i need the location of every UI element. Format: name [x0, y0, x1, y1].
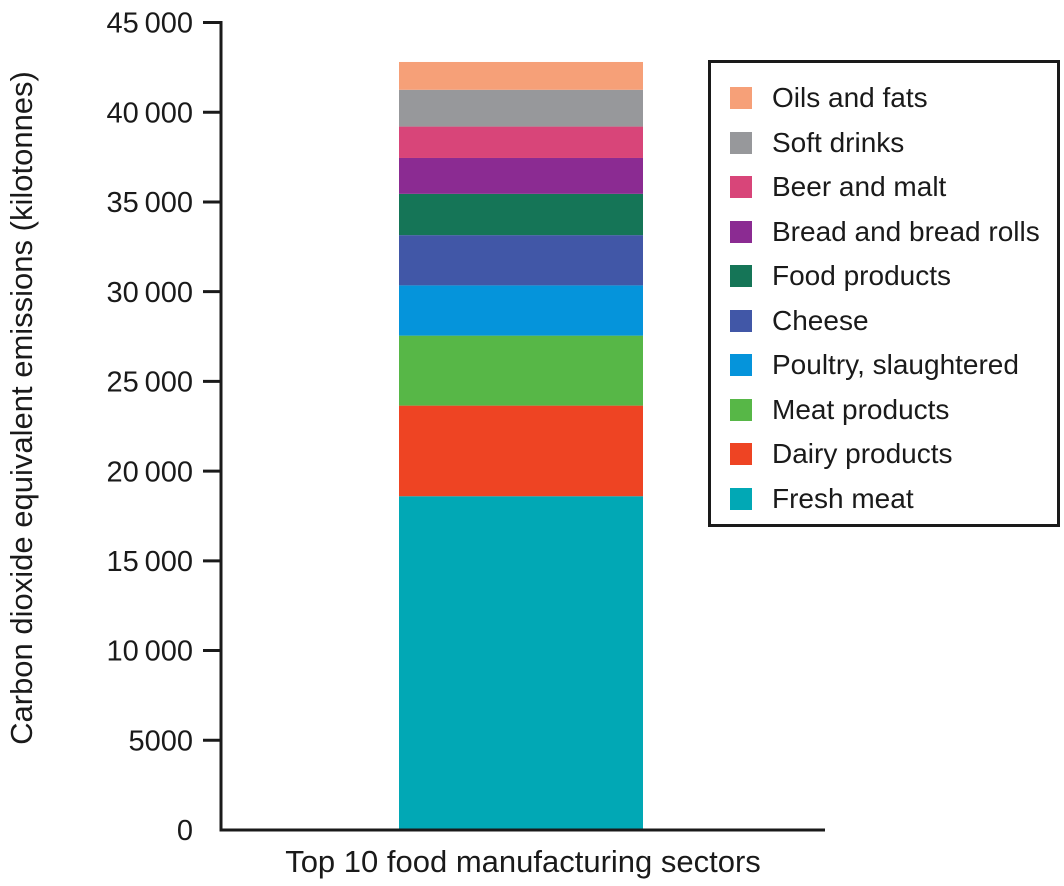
legend-swatch-icon: [730, 131, 752, 154]
y-tick-label: 15 000: [107, 546, 193, 578]
legend-item: Oils and fats: [730, 76, 1057, 121]
legend-item: Cheese: [730, 299, 1057, 344]
y-tick-label: 10 000: [107, 636, 193, 668]
legend-label: Beer and malt: [772, 171, 947, 203]
legend-item: Bread and bread rolls: [730, 210, 1057, 255]
legend-swatch-icon: [730, 176, 752, 199]
legend-item: Soft drinks: [730, 121, 1057, 166]
legend-item: Fresh meat: [730, 477, 1057, 522]
bar-segment-poultry-slaughtered: [399, 285, 643, 336]
y-tick-label: 30 000: [107, 277, 193, 309]
legend-label: Dairy products: [772, 438, 953, 470]
y-tick-label: 45 000: [107, 8, 193, 40]
legend-item: Dairy products: [730, 432, 1057, 477]
bar-segment-beer-and-malt: [399, 126, 643, 158]
y-tick-label: 40 000: [107, 97, 193, 129]
bar-segment-oils-and-fats: [399, 61, 643, 90]
y-axis-title: Carbon dioxide equivalent emissions (kil…: [4, 71, 39, 745]
legend-item: Beer and malt: [730, 165, 1057, 210]
legend-label: Poultry, slaughtered: [772, 349, 1019, 381]
bar-segment-bread-and-bread-rolls: [399, 157, 643, 194]
bar-segment-fresh-meat: [399, 496, 643, 830]
legend-swatch-icon: [730, 443, 752, 466]
legend-swatch-icon: [730, 87, 752, 110]
legend-label: Bread and bread rolls: [772, 215, 1040, 247]
legend-label: Oils and fats: [772, 82, 928, 114]
legend-swatch-icon: [730, 398, 752, 421]
legend-swatch-icon: [730, 220, 752, 243]
legend-label: Fresh meat: [772, 482, 914, 514]
legend-item: Food products: [730, 254, 1057, 299]
legend-label: Food products: [772, 260, 951, 292]
x-axis-title: Top 10 food manufacturing sectors: [285, 844, 761, 879]
y-tick-label: 0: [177, 815, 193, 847]
bar-segment-dairy-products: [399, 405, 643, 497]
bar-segment-cheese: [399, 235, 643, 286]
y-tick-label: 25 000: [107, 367, 193, 399]
legend-item: Meat products: [730, 388, 1057, 433]
y-tick-label: 35 000: [107, 187, 193, 219]
legend-label: Soft drinks: [772, 126, 905, 158]
bar-segment-meat-products: [399, 335, 643, 406]
y-tick-label: 20 000: [107, 456, 193, 488]
legend-swatch-icon: [730, 309, 752, 332]
legend: Oils and fats Soft drinks Beer and malt Bre…: [708, 60, 1060, 527]
legend-label: Meat products: [772, 393, 950, 425]
y-tick-label: 5000: [128, 725, 193, 757]
legend-label: Cheese: [772, 304, 869, 336]
bar-segment-soft-drinks: [399, 89, 643, 127]
legend-swatch-icon: [730, 354, 752, 377]
legend-item: Poultry, slaughtered: [730, 343, 1057, 388]
legend-swatch-icon: [730, 265, 752, 288]
bar-segment-food-products: [399, 193, 643, 236]
legend-swatch-icon: [730, 487, 752, 510]
